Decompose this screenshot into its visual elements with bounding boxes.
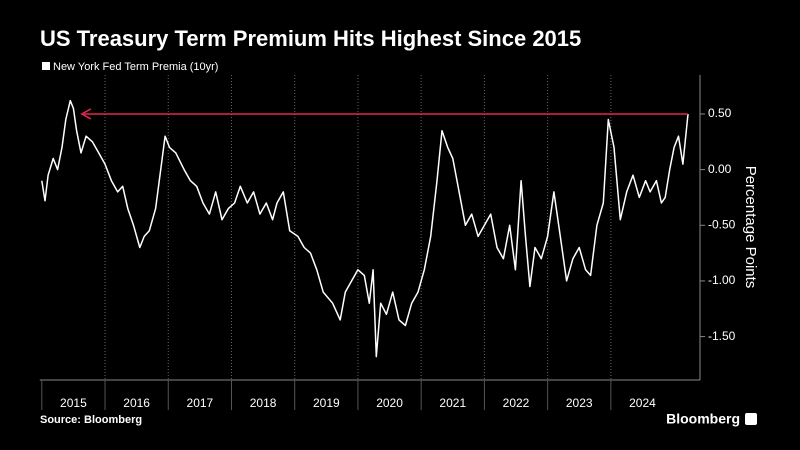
- y-axis-title: Percentage Points: [742, 166, 759, 289]
- y-tick-label: -1.50: [708, 329, 736, 343]
- arrow-head: [80, 108, 92, 120]
- legend-swatch: [42, 62, 50, 70]
- x-tick-label: 2022: [503, 396, 530, 410]
- x-tick-label: 2023: [566, 396, 593, 410]
- chart-title: US Treasury Term Premium Hits Highest Si…: [40, 26, 581, 51]
- y-tick-label: 0.50: [708, 106, 732, 120]
- x-tick-label: 2024: [629, 396, 656, 410]
- line-series: [41, 99, 689, 358]
- source: Source: Bloomberg: [40, 414, 142, 426]
- legend-label: New York Fed Term Premia (10yr): [53, 61, 218, 73]
- y-tick-label: 0.00: [708, 162, 732, 176]
- x-tick-label: 2017: [187, 396, 214, 410]
- y-tick-label: -0.50: [708, 217, 736, 231]
- x-tick-label: 2018: [250, 396, 277, 410]
- x-tick-label: 2015: [60, 396, 87, 410]
- x-tick-label: 2020: [376, 396, 403, 410]
- x-tick-label: 2016: [123, 396, 150, 410]
- x-tick-label: 2019: [313, 396, 340, 410]
- x-tick-label: 2021: [439, 396, 466, 410]
- brand: Bloomberg: [666, 411, 740, 427]
- brand-icon: [745, 413, 757, 425]
- y-tick-label: -1.00: [708, 273, 736, 287]
